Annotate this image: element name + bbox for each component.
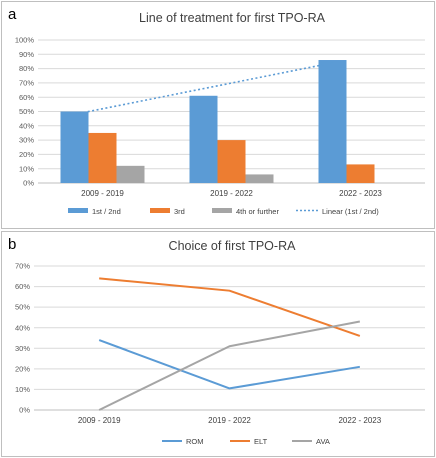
panel-b-legend-label: ELT [254, 437, 268, 446]
panel-b-category-label: 2019 - 2022 [208, 416, 251, 425]
panel-b-legend-label: AVA [316, 437, 330, 446]
panel-a-ytick-label: 40% [19, 121, 34, 130]
panel-b-ytick-label: 50% [15, 303, 30, 312]
panel-a-legend-label: Linear (1st / 2nd) [322, 207, 379, 216]
panel-a-ytick-label: 100% [15, 36, 35, 45]
panel-a-bar [60, 111, 89, 183]
panel-b-legend-label: ROM [186, 437, 204, 446]
panel-a-bar [88, 132, 117, 183]
panel-a-legend-label: 4th or further [236, 207, 279, 216]
panel-a-plot: 0% 10% 20% 30% 40% 50% 60% 70% 80% 90% 100% 2009 - … [15, 36, 425, 216]
panel-a-bar [116, 165, 145, 183]
panel-a-bar [318, 60, 347, 183]
panel-a-category-label: 2019 - 2022 [210, 189, 253, 198]
panel-a-bar [217, 140, 246, 183]
panel-b-series-line [98, 339, 360, 390]
panel-a-bar [245, 174, 274, 183]
panel-b-ytick-label: 60% [15, 282, 30, 291]
panel-a-category-label: 2022 - 2023 [339, 189, 382, 198]
panel-a-ytick-label: 20% [19, 150, 34, 159]
panel-a-ytick-label: 50% [19, 107, 34, 116]
panel-a-label: a [8, 6, 17, 23]
panel-a-ytick-label: 80% [19, 64, 34, 73]
panel-a-legend-label: 1st / 2nd [92, 207, 121, 216]
panel-b-series-line [98, 320, 361, 411]
panel-a-title: Line of treatment for first TPO-RA [139, 11, 326, 25]
panel-b-label: b [8, 236, 16, 253]
panel-b-ytick-label: 30% [15, 344, 30, 353]
panel-b-category-label: 2009 - 2019 [78, 416, 121, 425]
panel-b-title: Choice of first TPO-RA [169, 239, 297, 253]
panel-a-ytick-label: 70% [19, 79, 34, 88]
panel-a-ytick-label: 0% [23, 179, 34, 188]
panel-a-ytick-label: 30% [19, 136, 34, 145]
panel-a-bar [189, 95, 218, 183]
panel-b-series-line [99, 277, 361, 337]
panel-b-ytick-label: 40% [15, 323, 30, 332]
panel-a-legend-swatch [212, 208, 232, 213]
panel-a-category-label: 2009 - 2019 [81, 189, 124, 198]
panel-a-ytick-label: 90% [19, 50, 34, 59]
panel-a-trendline [74, 62, 333, 116]
panel-a-ytick-label: 10% [19, 164, 34, 173]
panel-a-legend-label: 3rd [174, 207, 185, 216]
panel-b-ytick-label: 20% [15, 364, 30, 373]
panel-b-plot: 0% 10% 20% 30% 40% 50% 60% 70% 2009 - 2019 2019 -… [15, 262, 425, 446]
panel-b-border [1, 231, 435, 457]
panel-a-legend-swatch [68, 208, 88, 213]
panel-a-legend-swatch [150, 208, 170, 213]
panel-b-ytick-label: 10% [15, 385, 30, 394]
panel-a-bar [346, 164, 375, 183]
panel-b-ytick-label: 70% [15, 262, 30, 271]
panel-b-ytick-label: 0% [19, 406, 30, 415]
panel-a-ytick-label: 60% [19, 93, 34, 102]
panel-b-category-label: 2022 - 2023 [338, 416, 381, 425]
